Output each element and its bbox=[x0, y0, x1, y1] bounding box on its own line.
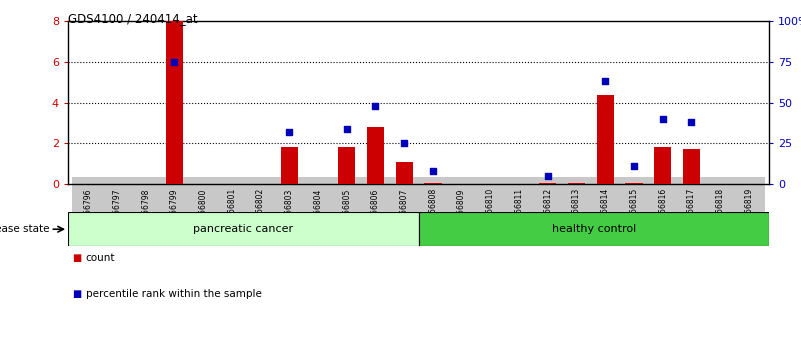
Bar bbox=[626, 183, 642, 184]
Point bbox=[398, 141, 411, 146]
Bar bbox=[682, 149, 700, 184]
Bar bbox=[597, 95, 614, 184]
FancyBboxPatch shape bbox=[68, 212, 418, 246]
Text: pancreatic cancer: pancreatic cancer bbox=[193, 224, 293, 234]
Bar bbox=[425, 183, 441, 184]
Text: percentile rank within the sample: percentile rank within the sample bbox=[86, 289, 262, 299]
Text: count: count bbox=[86, 253, 115, 263]
Text: ■: ■ bbox=[72, 289, 82, 299]
Point bbox=[426, 168, 439, 174]
Point bbox=[599, 79, 612, 84]
Text: disease state: disease state bbox=[0, 224, 50, 234]
Bar bbox=[367, 127, 384, 184]
Bar bbox=[166, 21, 183, 184]
Bar bbox=[654, 147, 671, 184]
Text: ■: ■ bbox=[72, 253, 82, 263]
Text: healthy control: healthy control bbox=[552, 224, 636, 234]
Bar bbox=[338, 147, 356, 184]
Text: GDS4100 / 240414_at: GDS4100 / 240414_at bbox=[68, 12, 198, 25]
Bar bbox=[539, 183, 557, 184]
Point bbox=[340, 126, 353, 132]
Point bbox=[283, 129, 296, 135]
Bar bbox=[396, 162, 413, 184]
Point bbox=[656, 116, 669, 122]
FancyBboxPatch shape bbox=[418, 212, 769, 246]
Point bbox=[168, 59, 181, 65]
Bar bbox=[568, 183, 585, 184]
Point bbox=[627, 163, 640, 169]
Point bbox=[369, 103, 382, 109]
Bar bbox=[280, 147, 298, 184]
Point bbox=[685, 119, 698, 125]
Point bbox=[541, 173, 554, 179]
